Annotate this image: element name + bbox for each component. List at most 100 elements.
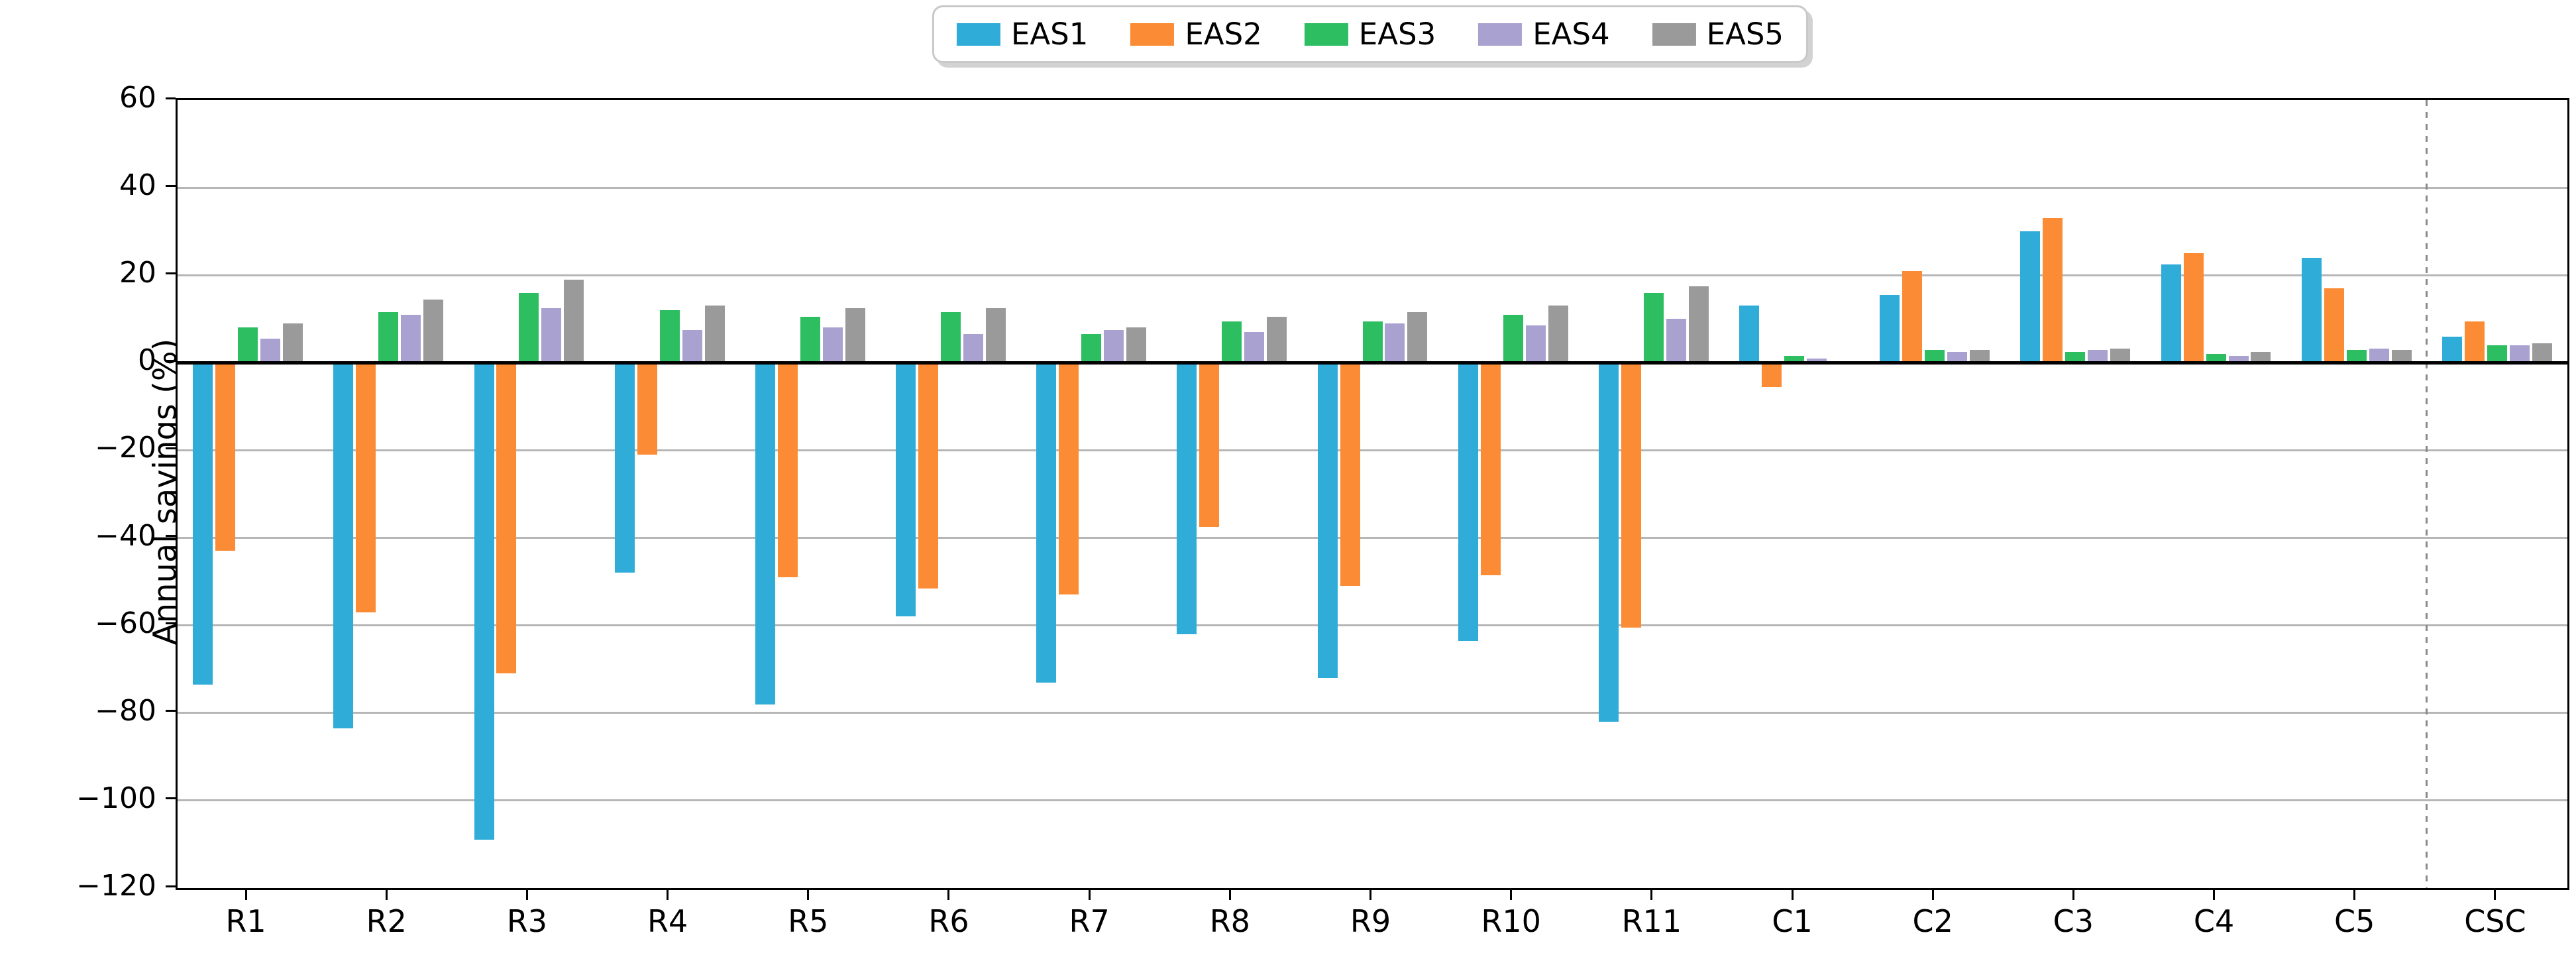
y-tick-mark xyxy=(166,710,176,712)
x-tick-label-C3: C3 xyxy=(2053,903,2094,939)
bar-EAS3-CSC xyxy=(2487,345,2507,363)
y-tick-label: −40 xyxy=(95,518,156,553)
bar-EAS3-R11 xyxy=(1644,292,1664,363)
bar-EAS4-C1 xyxy=(1807,358,1827,363)
x-tick-mark xyxy=(1510,890,1513,900)
x-tick-label-R5: R5 xyxy=(788,903,829,939)
bar-EAS1-R1 xyxy=(193,363,213,685)
bar-EAS2-R9 xyxy=(1340,363,1360,587)
y-tick-label: −120 xyxy=(76,869,156,903)
y-tick-label: 60 xyxy=(119,81,156,115)
x-tick-label-C4: C4 xyxy=(2193,903,2235,939)
legend-label: EAS4 xyxy=(1532,17,1610,52)
y-tick-mark xyxy=(166,359,176,362)
bar-EAS5-C2 xyxy=(1970,349,1990,363)
y-tick-label: 20 xyxy=(119,256,156,290)
legend-item-EAS4: EAS4 xyxy=(1478,17,1610,52)
gridline xyxy=(178,449,2567,451)
legend-swatch-EAS1 xyxy=(956,23,1000,46)
legend: EAS1 EAS2 EAS3 EAS4 EAS5 xyxy=(932,5,1809,63)
legend-item-EAS3: EAS3 xyxy=(1304,19,1436,49)
x-tick-mark xyxy=(2494,890,2496,900)
gridline xyxy=(178,624,2567,627)
x-tick-label-R1: R1 xyxy=(225,903,266,939)
bar-EAS3-C4 xyxy=(2206,354,2226,363)
bar-EAS5-R7 xyxy=(1126,327,1146,363)
x-tick-mark xyxy=(2072,890,2074,900)
bar-EAS2-R1 xyxy=(215,363,235,551)
y-tick-label: 40 xyxy=(119,168,156,203)
x-tick-mark xyxy=(525,890,528,900)
bar-EAS4-C3 xyxy=(2088,349,2108,363)
bar-EAS2-R5 xyxy=(778,363,798,577)
bar-EAS2-R10 xyxy=(1481,363,1501,575)
bar-EAS1-R9 xyxy=(1318,363,1338,678)
bar-EAS2-R6 xyxy=(918,363,938,589)
bar-EAS1-R5 xyxy=(755,363,775,704)
y-tick-mark xyxy=(166,97,176,99)
legend-swatch-EAS3 xyxy=(1304,23,1348,46)
bar-EAS1-R7 xyxy=(1036,363,1056,683)
y-tick-label: −80 xyxy=(95,693,156,728)
y-tick-mark xyxy=(166,447,176,449)
y-tick-label: −20 xyxy=(95,431,156,465)
x-tick-mark xyxy=(2353,890,2356,900)
x-tick-mark xyxy=(947,890,950,900)
bar-EAS2-C3 xyxy=(2043,218,2063,363)
bar-EAS3-R9 xyxy=(1363,321,1383,363)
gridline xyxy=(178,712,2567,714)
bar-EAS2-C2 xyxy=(1902,270,1922,363)
x-tick-label-R6: R6 xyxy=(928,903,969,939)
bar-EAS4-R1 xyxy=(260,339,280,363)
bar-EAS1-R11 xyxy=(1599,363,1619,722)
bar-EAS5-R4 xyxy=(705,306,725,363)
bar-EAS5-R3 xyxy=(564,279,584,363)
bar-EAS3-C2 xyxy=(1925,349,1945,363)
x-tick-label-CSC: CSC xyxy=(2464,903,2526,939)
y-tick-mark xyxy=(166,272,176,274)
x-tick-mark xyxy=(385,890,388,900)
legend-item-EAS1: EAS1 xyxy=(956,19,1088,49)
bar-EAS3-R10 xyxy=(1503,314,1523,363)
bar-EAS3-C3 xyxy=(2065,351,2085,363)
bar-EAS1-R10 xyxy=(1458,363,1478,641)
bar-EAS2-R7 xyxy=(1059,363,1079,595)
legend-label: EAS2 xyxy=(1185,17,1262,52)
legend-swatch-EAS4 xyxy=(1478,23,1523,46)
bar-EAS5-CSC xyxy=(2532,343,2552,363)
bar-EAS2-R11 xyxy=(1621,363,1641,628)
bar-EAS4-R4 xyxy=(682,329,702,363)
x-tick-mark xyxy=(2213,890,2216,900)
y-tick-mark xyxy=(166,622,176,625)
bar-EAS5-C4 xyxy=(2251,351,2271,363)
y-tick-mark xyxy=(166,535,176,537)
x-tick-label-R2: R2 xyxy=(366,903,407,939)
y-tick-label: 0 xyxy=(138,343,156,378)
legend-label: EAS5 xyxy=(1706,17,1784,52)
x-tick-label-R8: R8 xyxy=(1209,903,1250,939)
x-tick-mark xyxy=(807,890,810,900)
bar-EAS2-C1 xyxy=(1762,363,1782,387)
bar-EAS2-C4 xyxy=(2184,253,2204,363)
bar-EAS2-R2 xyxy=(356,363,376,612)
bar-EAS1-R2 xyxy=(333,363,353,728)
bar-EAS4-C2 xyxy=(1947,351,1967,363)
bar-EAS3-R8 xyxy=(1222,321,1242,363)
bar-EAS1-R8 xyxy=(1177,363,1197,634)
x-tick-label-R3: R3 xyxy=(506,903,548,939)
y-tick-mark xyxy=(166,885,176,887)
bar-EAS5-R10 xyxy=(1548,306,1568,363)
bar-EAS5-R11 xyxy=(1689,286,1709,363)
csc-separator-line xyxy=(2426,100,2428,888)
bar-EAS1-C1 xyxy=(1739,306,1759,363)
bar-EAS4-R3 xyxy=(541,308,561,363)
bar-EAS1-C5 xyxy=(2302,257,2322,363)
gridline xyxy=(178,186,2567,189)
bar-EAS4-R6 xyxy=(963,334,983,363)
x-tick-label-R10: R10 xyxy=(1481,903,1541,939)
bar-EAS3-C5 xyxy=(2347,349,2367,363)
y-tick-label: −100 xyxy=(76,781,156,815)
bar-EAS1-R4 xyxy=(615,363,635,573)
x-tick-mark xyxy=(1791,890,1794,900)
